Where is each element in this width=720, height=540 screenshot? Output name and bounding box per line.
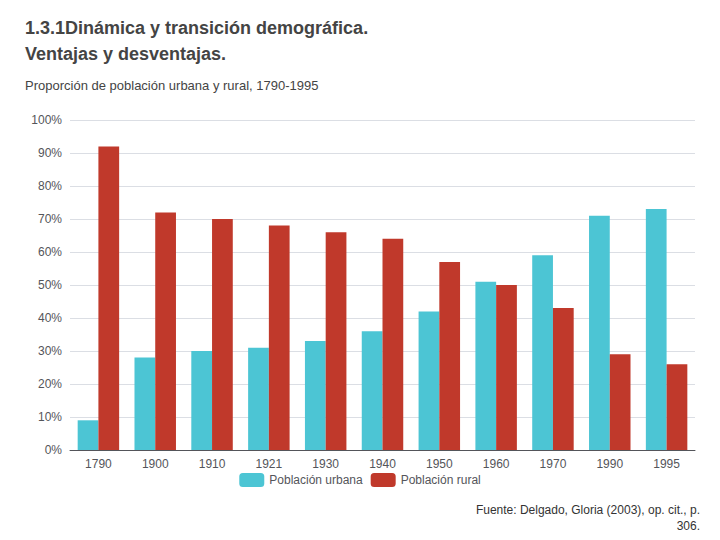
svg-text:1960: 1960	[483, 457, 510, 471]
svg-text:1790: 1790	[85, 457, 112, 471]
svg-text:70%: 70%	[38, 212, 62, 226]
svg-text:1970: 1970	[540, 457, 567, 471]
svg-text:50%: 50%	[38, 278, 62, 292]
svg-text:0%: 0%	[45, 443, 63, 457]
svg-text:80%: 80%	[38, 179, 62, 193]
svg-text:Fuente: Delgado, Gloria (2003): Fuente: Delgado, Gloria (2003), op. cit.…	[476, 503, 700, 517]
svg-text:Población urbana: Población urbana	[269, 473, 363, 487]
svg-text:1940: 1940	[369, 457, 396, 471]
svg-text:1900: 1900	[142, 457, 169, 471]
svg-text:Proporción de población urbana: Proporción de población urbana y rural, …	[25, 78, 318, 93]
svg-text:1950: 1950	[426, 457, 453, 471]
svg-text:20%: 20%	[38, 377, 62, 391]
svg-text:10%: 10%	[38, 410, 62, 424]
svg-text:1910: 1910	[199, 457, 226, 471]
svg-text:1.3.1Dinámica y transición dem: 1.3.1Dinámica y transición demográfica.	[25, 18, 368, 38]
svg-text:1995: 1995	[653, 457, 680, 471]
svg-text:1990: 1990	[596, 457, 623, 471]
svg-text:Ventajas y desventajas.: Ventajas y desventajas.	[25, 44, 226, 64]
svg-text:1930: 1930	[312, 457, 339, 471]
svg-text:1921: 1921	[256, 457, 283, 471]
svg-text:30%: 30%	[38, 344, 62, 358]
svg-text:Población rural: Población rural	[401, 473, 481, 487]
svg-text:60%: 60%	[38, 245, 62, 259]
svg-text:40%: 40%	[38, 311, 62, 325]
svg-text:306.: 306.	[677, 519, 700, 533]
svg-text:100%: 100%	[31, 113, 62, 127]
svg-text:90%: 90%	[38, 146, 62, 160]
